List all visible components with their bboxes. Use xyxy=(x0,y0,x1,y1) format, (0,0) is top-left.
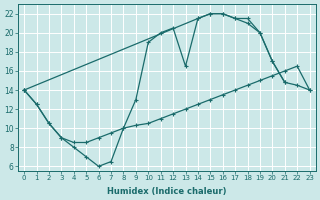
X-axis label: Humidex (Indice chaleur): Humidex (Indice chaleur) xyxy=(107,187,227,196)
